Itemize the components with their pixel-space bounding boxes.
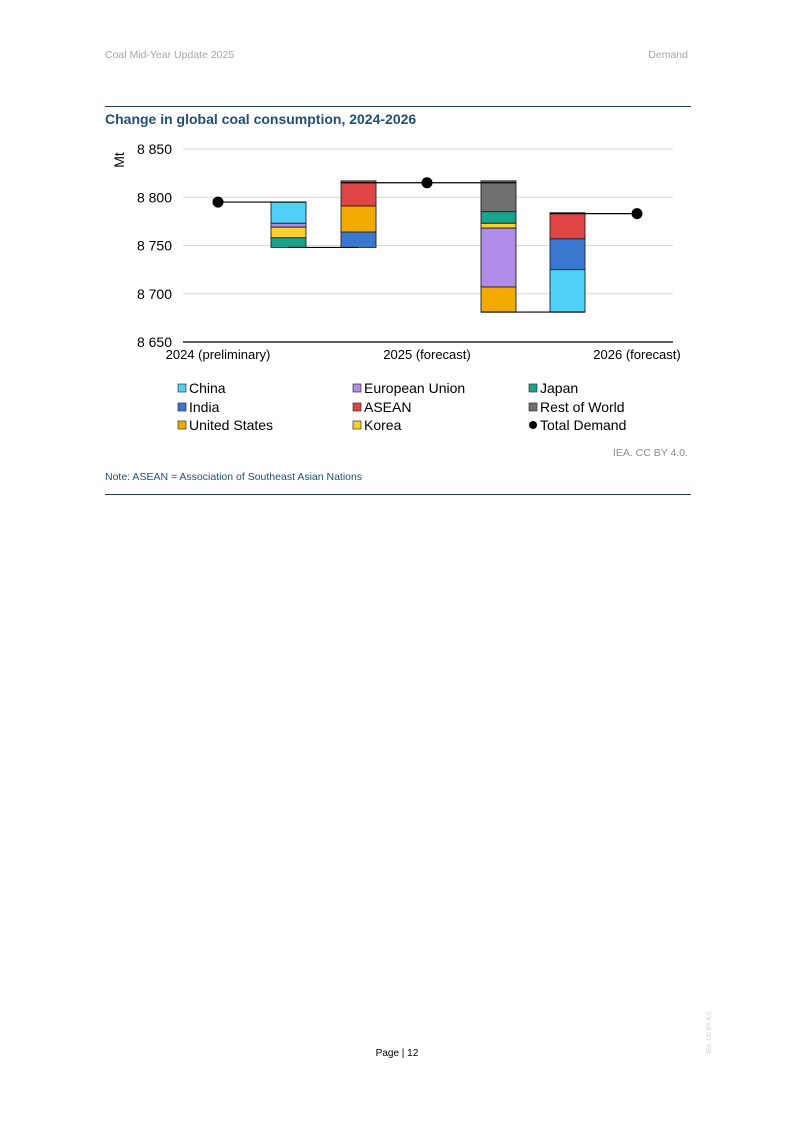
legend-label-india: India [189,399,220,415]
bar-china [549,269,586,313]
legend-marker-total-demand [529,421,537,429]
legend-swatch-rest-of-world [528,402,538,412]
legend-label-rest-of-world: Rest of World [540,399,625,415]
y-tick-label: 8 750 [137,238,172,254]
legend-label-united-states: United States [189,417,273,433]
legend-swatch-korea [352,420,362,430]
legend-swatch-china [177,383,187,393]
running-header-section: Demand [648,49,688,61]
figure-note: Note: ASEAN = Association of Southeast A… [105,471,363,483]
figure-source: IEA. CC BY 4.0. [612,447,688,459]
legend-label-china: China [189,380,226,396]
legend-label-european-union: European Union [364,380,465,396]
y-tick-label: 8 850 [137,141,172,157]
bar-india [549,238,586,271]
figure-top-rule [105,106,691,107]
bar-korea [270,226,307,239]
bar-japan [270,237,307,248]
total-demand-marker [421,177,433,189]
bar-european-union [270,222,307,228]
page-number: Page | 12 [375,1048,419,1059]
legend-swatch-european-union [352,383,362,393]
y-tick-label: 8 700 [137,286,172,302]
legend-swatch-united-states [177,420,187,430]
y-axis-label: Mt [111,152,127,168]
y-tick-label: 8 650 [137,334,172,350]
legend-label-asean: ASEAN [364,399,411,415]
bar-korea [480,222,517,229]
bar-united-states [480,286,517,313]
bar-japan [480,211,517,224]
figure-title: Change in global coal consumption, 2024-… [105,111,417,127]
bar-united-states [340,205,377,233]
legend-swatch-asean [352,402,362,412]
legend-swatch-india [177,402,187,412]
y-tick-label: 8 800 [137,189,172,205]
running-header-title: Coal Mid-Year Update 2025 [105,49,235,61]
x-tick-label: 2026 (forecast) [593,347,680,362]
legend-label-japan: Japan [540,380,578,396]
bar-india [340,231,377,248]
bar-china [270,201,307,224]
total-demand-marker [212,196,224,208]
x-tick-label: 2024 (preliminary) [166,347,271,362]
legend-swatch-japan [528,383,538,393]
legend-label-korea: Korea [364,417,402,433]
legend-label-total-demand: Total Demand [540,417,626,433]
bar-rest-of-world [480,180,517,213]
license-stamp: IEA. CC BY 4.0. [707,1010,713,1054]
figure-bottom-rule [105,494,691,495]
total-demand-marker [631,208,643,220]
waterfall-chart: 8 650 8 700 8 750 8 800 8 850 Mt 2024 (prelimi… [111,141,681,433]
bar-asean [549,212,586,240]
bar-asean [340,180,377,207]
x-tick-label: 2025 (forecast) [383,347,470,362]
bar-european-union [480,227,517,288]
